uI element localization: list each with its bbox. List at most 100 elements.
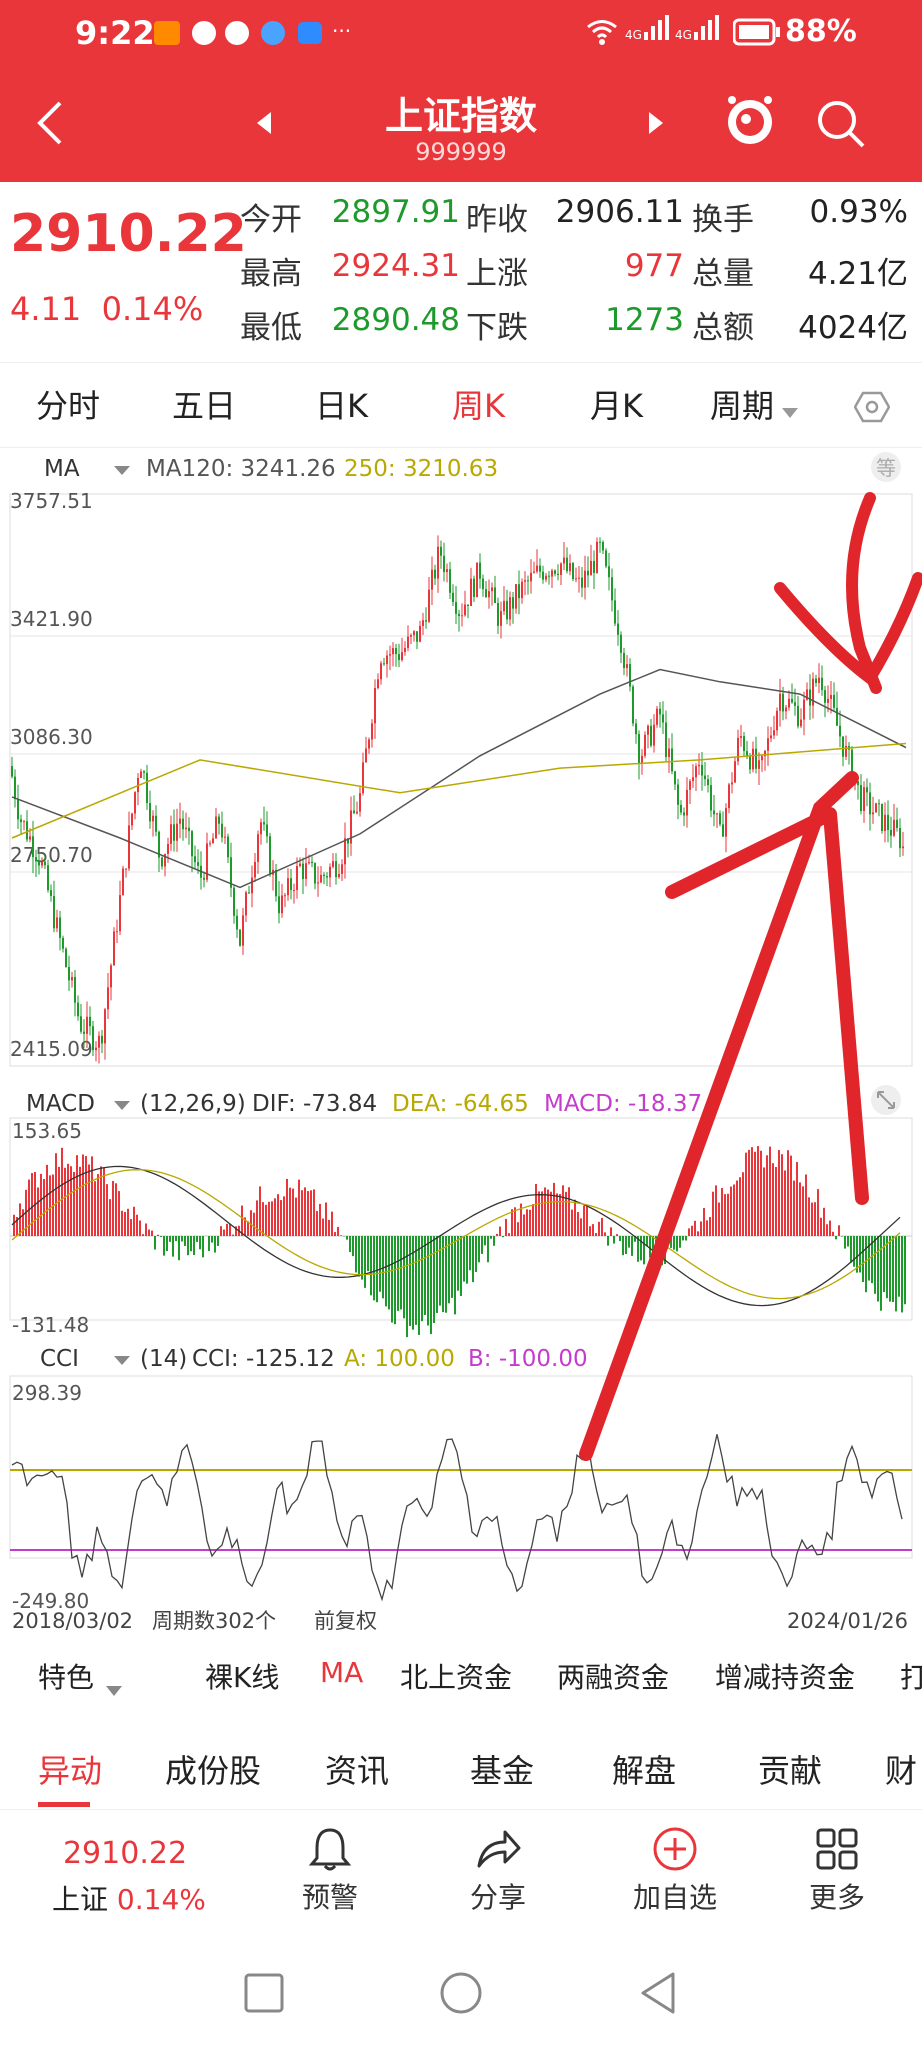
assistant-robot-icon[interactable] (722, 92, 778, 156)
candle-body (236, 915, 238, 930)
search-icon[interactable] (815, 98, 869, 156)
candle-body (362, 762, 364, 794)
candle-body (710, 785, 712, 811)
next-index-icon[interactable] (645, 110, 665, 140)
macd-axis-label: 153.65 (12, 1119, 82, 1143)
candle-body (23, 821, 25, 823)
feature-3[interactable]: 北上资金 (400, 1661, 513, 1694)
dock-item-more[interactable]: 更多 (797, 1826, 877, 1916)
candle-body (788, 698, 790, 708)
recent-apps-icon[interactable] (243, 1972, 285, 2018)
dock-index-label: 上证 0.14% (52, 1878, 206, 1918)
section-tab-5[interactable]: 贡献 (758, 1752, 823, 1790)
candle-body (863, 787, 865, 811)
candle-body (623, 652, 625, 669)
candle-body (185, 827, 187, 830)
tab-0[interactable]: 分时 (36, 387, 101, 425)
tab-4[interactable]: 月K (590, 387, 643, 425)
tab-2[interactable]: 日K (315, 387, 368, 425)
candle-body (584, 570, 586, 588)
macd-value: MACD: -18.37 (544, 1091, 702, 1117)
candle-body (197, 862, 199, 866)
section-tab-6[interactable]: 财 (885, 1752, 918, 1790)
macd-legend-name: MACD (26, 1091, 95, 1117)
dock-item-add-watchlist[interactable]: 加自选 (620, 1826, 730, 1916)
candle-body (821, 677, 823, 691)
candle-body (407, 636, 409, 648)
candle-body (545, 575, 547, 580)
tab-5[interactable]: 周期 (710, 387, 775, 425)
candle-body (206, 843, 208, 880)
candle-body (602, 541, 604, 551)
period-tabs: 分时 五日 日K 周K 月K 周期 (0, 362, 922, 448)
candle-body (107, 987, 109, 1010)
candle-body (338, 873, 340, 878)
settings-hexagon-icon[interactable] (853, 391, 891, 427)
feature-1[interactable]: 裸K线 (205, 1661, 280, 1694)
system-back-icon[interactable] (637, 1970, 679, 2020)
candle-body (551, 570, 553, 577)
section-tab-2[interactable]: 资讯 (325, 1752, 390, 1790)
section-tab-4[interactable]: 解盘 (612, 1752, 677, 1790)
candle-body (182, 818, 184, 830)
back-icon[interactable] (30, 98, 70, 152)
candle-body (449, 569, 451, 593)
candle-body (881, 803, 883, 831)
feature-6[interactable]: 打 (900, 1661, 922, 1694)
grid-more-icon (816, 1828, 858, 1870)
candle-body (560, 563, 562, 576)
candle-body (632, 686, 634, 724)
candle-body (74, 977, 76, 1003)
feature-4[interactable]: 两融资金 (557, 1661, 670, 1694)
candle-body (452, 592, 454, 603)
section-tab-0[interactable]: 异动 (38, 1752, 103, 1790)
home-icon[interactable] (438, 1970, 484, 2020)
dock-item-alert[interactable]: 预警 (290, 1826, 370, 1916)
equal-badge-bg (871, 452, 901, 482)
ma-legend-name: MA (44, 456, 80, 482)
tab-3[interactable]: 周K (452, 387, 505, 425)
section-tab-3[interactable]: 基金 (470, 1752, 535, 1790)
feature-5[interactable]: 增减持资金 (715, 1661, 856, 1694)
candle-body (464, 604, 466, 616)
period-dropdown-icon[interactable] (782, 403, 798, 422)
cci-b-line-value: B: -100.00 (468, 1346, 588, 1372)
top-bar: 9:22 ··· 4G 4G 88% 上证指数 999999 (0, 0, 922, 182)
candle-body (539, 565, 541, 572)
candle-body (320, 874, 322, 883)
candle-body (299, 863, 301, 866)
candle-body (194, 856, 196, 863)
stat-value: 2906.11 (555, 194, 684, 230)
equal-badge: 等 (876, 456, 896, 480)
feature-2[interactable]: MA (320, 1656, 364, 1689)
kline-chart[interactable]: MA MA120: 3241.26 250: 3210.63 等 3757.51 3421… (0, 448, 922, 1648)
cci-axis-label: 298.39 (12, 1381, 82, 1405)
prev-index-icon[interactable] (255, 110, 275, 140)
candle-body (473, 578, 475, 597)
candle-body (527, 580, 529, 582)
candle-body (368, 739, 370, 749)
tab-1[interactable]: 五日 (172, 387, 237, 425)
candle-body (128, 825, 130, 869)
candle-body (557, 573, 559, 576)
feature-0[interactable]: 特色 (38, 1661, 95, 1694)
stat-value: 1273 (605, 302, 684, 338)
dock-item-share[interactable]: 分享 (458, 1826, 538, 1916)
candle-body (440, 546, 442, 556)
cci-panel-frame (9, 1375, 913, 1559)
signal-icon-2: 4G (675, 14, 722, 42)
candle-body (767, 738, 769, 751)
candle-body (569, 563, 571, 572)
candle-body (410, 635, 412, 637)
candle-body (530, 572, 532, 582)
cci-a-line-value: A: 100.00 (344, 1346, 455, 1372)
wifi-icon (585, 16, 619, 54)
section-tab-1[interactable]: 成份股 (165, 1752, 262, 1790)
candle-body (140, 771, 142, 778)
feature-dropdown-icon[interactable] (106, 1670, 122, 1703)
candle-body (482, 578, 484, 590)
candle-body (674, 771, 676, 785)
candle-body (587, 570, 589, 576)
candle-body (683, 812, 685, 816)
candle-body (350, 810, 352, 844)
